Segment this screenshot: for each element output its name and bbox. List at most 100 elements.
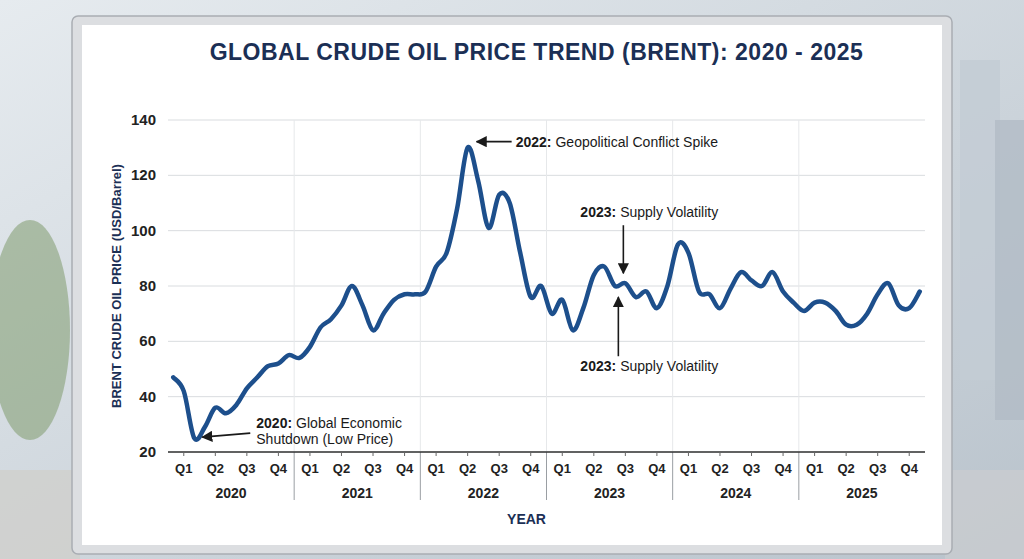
x-tick — [215, 452, 216, 456]
x-tick-label: Q4 — [648, 461, 666, 476]
y-tick-label: 40 — [139, 388, 156, 405]
annotation-line: Geopolitical Conflict Spike — [555, 134, 718, 150]
x-tick — [404, 452, 405, 456]
x-tick-label: Q4 — [522, 461, 540, 476]
annotation-arrow — [618, 297, 620, 356]
year-grid-line — [672, 120, 673, 452]
x-tick — [246, 452, 247, 456]
x-tick — [562, 452, 563, 456]
y-tick-label: 120 — [131, 166, 156, 183]
x-tick — [593, 452, 594, 456]
monitor-bezel — [72, 16, 952, 554]
x-tick-label: Q3 — [617, 461, 634, 476]
price-line — [173, 147, 919, 440]
x-tick — [814, 452, 815, 456]
y-tick-label: 60 — [139, 332, 156, 349]
grid-line — [168, 452, 925, 453]
x-tick — [373, 452, 374, 456]
x-tick — [719, 452, 720, 456]
y-tick-label: 80 — [139, 277, 156, 294]
x-tick — [877, 452, 878, 456]
annotation-label: 2020: — [256, 415, 292, 431]
desk — [945, 470, 1024, 559]
year-grid-line — [294, 120, 295, 452]
x-tick-label: Q3 — [869, 461, 886, 476]
x-tick-label: Q4 — [396, 461, 414, 476]
y-tick-label: 100 — [131, 222, 156, 239]
year-separator — [672, 452, 673, 500]
annotation-label: 2023: — [580, 204, 616, 220]
x-tick-label: Q1 — [806, 461, 823, 476]
page: GLOBAL CRUDE OIL PRICE TREND (BRENT): 20… — [0, 0, 1024, 559]
x-tick — [656, 452, 657, 456]
annotation-label: 2023: — [580, 358, 616, 374]
year-grid-line — [546, 120, 547, 452]
x-tick — [278, 452, 279, 456]
year-separator — [546, 452, 547, 500]
x-axis-line — [168, 451, 925, 453]
x-tick — [467, 452, 468, 456]
x-tick-label: Q3 — [743, 461, 760, 476]
x-tick-label: Q3 — [364, 461, 381, 476]
x-tick — [751, 452, 752, 456]
x-tick — [436, 452, 437, 456]
x-tick-label: Q1 — [175, 461, 192, 476]
annotation-text: 2023:Supply Volatility — [580, 204, 718, 220]
x-tick — [909, 452, 910, 456]
x-tick-label: Q1 — [301, 461, 318, 476]
x-tick-label: Q3 — [491, 461, 508, 476]
x-tick — [309, 452, 310, 456]
annotation-line: Supply Volatility — [620, 358, 718, 374]
x-tick-label: Q4 — [774, 461, 792, 476]
x-tick-label: Q1 — [680, 461, 697, 476]
annotation-label: 2022: — [516, 134, 552, 150]
annotation-text: 2022:Geopolitical Conflict Spike — [516, 134, 719, 150]
x-tick-label: Q2 — [837, 461, 854, 476]
year-label: 2024 — [720, 485, 751, 501]
year-label: 2020 — [216, 485, 247, 501]
annotation-text: Shutdown (Low Price) — [256, 431, 393, 447]
annotation-text: 2023:Supply Volatility — [580, 358, 718, 374]
x-tick-label: Q4 — [901, 461, 919, 476]
x-axis-title: YEAR — [507, 511, 546, 527]
desk — [0, 470, 80, 559]
background — [0, 0, 1024, 559]
x-tick — [688, 452, 689, 456]
y-axis-title: BRENT CRUDE OIL PRICE (USD/Barrel) — [109, 164, 124, 408]
x-tick-label: Q4 — [270, 461, 288, 476]
y-tick-label: 140 — [131, 111, 156, 128]
annotation-arrow — [477, 141, 512, 143]
grid — [168, 120, 925, 452]
x-tick — [499, 452, 500, 456]
x-tick-label: Q2 — [207, 461, 224, 476]
x-tick — [530, 452, 531, 456]
x-tick-label: Q2 — [333, 461, 350, 476]
plant — [0, 220, 70, 440]
title: GLOBAL CRUDE OIL PRICE TREND (BRENT): 20… — [210, 39, 864, 65]
line-group — [173, 147, 919, 440]
annotation-line: Supply Volatility — [620, 204, 718, 220]
year-grid-line — [798, 120, 799, 452]
year-separator — [294, 452, 295, 500]
year-label: 2022 — [468, 485, 499, 501]
annotation-arrow — [202, 433, 250, 437]
x-tick — [846, 452, 847, 456]
x-tick — [783, 452, 784, 456]
x-tick-label: Q3 — [238, 461, 255, 476]
year-label: 2021 — [342, 485, 373, 501]
annotation-line: Global Economic — [296, 415, 402, 431]
year-grid-line — [420, 120, 421, 452]
year-separator — [798, 452, 799, 500]
year-label: 2025 — [846, 485, 877, 501]
x-tick — [341, 452, 342, 456]
screen — [82, 25, 942, 545]
building — [960, 60, 1000, 380]
x-tick — [183, 452, 184, 456]
year-label: 2023 — [594, 485, 625, 501]
x-tick-label: Q2 — [585, 461, 602, 476]
annotation-text: 2020:Global Economic — [256, 415, 402, 431]
annotation-arrow — [623, 225, 625, 273]
building — [995, 120, 1024, 420]
x-tick-label: Q2 — [711, 461, 728, 476]
year-separator — [420, 452, 421, 500]
